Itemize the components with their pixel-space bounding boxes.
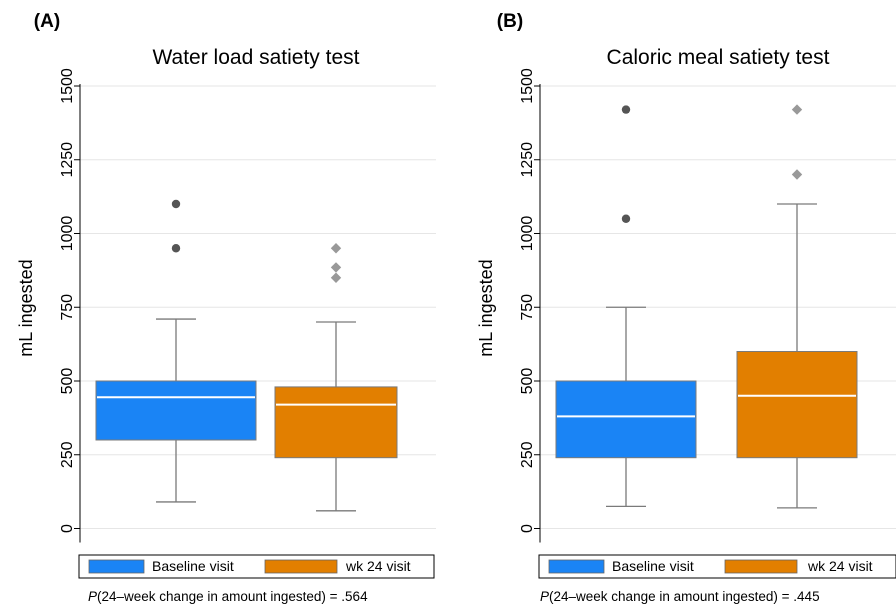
legend-label-baseline: Baseline visit <box>152 558 234 574</box>
y-tick-label: 750 <box>59 294 76 321</box>
chart-title: Water load satiety test <box>153 46 360 69</box>
y-tick-label: 250 <box>519 441 536 468</box>
y-tick-label: 0 <box>519 524 536 533</box>
legend-frame <box>78 554 435 579</box>
legend-label-wk24: wk 24 visit <box>345 558 411 574</box>
y-tick-label: 500 <box>519 368 536 395</box>
legend-swatch-baseline <box>548 559 605 574</box>
y-tick-label: 500 <box>59 368 76 395</box>
y-tick-label: 1500 <box>519 68 536 104</box>
y-tick-label: 1000 <box>519 216 536 252</box>
outlier-point <box>791 169 803 180</box>
legend-label-baseline: Baseline visit <box>612 558 694 574</box>
chart-panel-b: (B) Caloric meal satiety test 0 250 500 750 10… <box>476 11 896 604</box>
legend-swatch-baseline <box>88 559 145 574</box>
box-baseline <box>555 105 697 508</box>
iqr-box <box>736 351 858 459</box>
iqr-box <box>555 380 697 459</box>
legend: Baseline visit wk 24 visit <box>538 554 896 579</box>
outlier-point <box>621 214 631 223</box>
p-symbol: P <box>88 589 97 604</box>
y-tick-label: 1250 <box>59 142 76 178</box>
y-tick-label: 1250 <box>519 142 536 178</box>
chart-panel-a: (A) Water load satiety test 0 250 500 750 1000… <box>16 11 436 604</box>
p-value-annotation: P(24–week change in amount ingested) = .… <box>88 589 368 604</box>
legend-swatch-wk24 <box>724 559 798 574</box>
p-value-text: (24–week change in amount ingested) = .5… <box>97 589 368 604</box>
outlier-point <box>171 244 181 253</box>
y-tick-label: 250 <box>59 441 76 468</box>
panel-label: (A) <box>34 11 60 32</box>
y-tick-label: 1500 <box>59 68 76 104</box>
iqr-box <box>95 380 257 441</box>
outlier-point <box>621 105 631 114</box>
box-baseline <box>95 199 257 503</box>
outlier-point <box>330 262 342 273</box>
legend-swatch-wk24 <box>264 559 338 574</box>
outlier-point <box>791 104 803 115</box>
p-symbol: P <box>540 589 549 604</box>
legend-frame <box>538 554 896 579</box>
y-axis-label: mL ingested <box>476 259 496 356</box>
p-value-text: (24–week change in amount ingested) = .4… <box>549 589 820 604</box>
legend-label-wk24: wk 24 visit <box>807 558 873 574</box>
outlier-point <box>330 272 342 283</box>
box-wk24 <box>736 104 858 509</box>
legend: Baseline visit wk 24 visit <box>78 554 435 579</box>
p-value-annotation: P(24–week change in amount ingested) = .… <box>540 589 820 604</box>
chart-title: Caloric meal satiety test <box>607 46 830 69</box>
iqr-box <box>274 386 398 459</box>
outlier-point <box>330 243 342 254</box>
panel-label: (B) <box>497 11 523 32</box>
outlier-point <box>171 199 181 209</box>
box-wk24 <box>274 243 398 512</box>
y-tick-label: 750 <box>519 294 536 321</box>
y-axis-label: mL ingested <box>16 259 36 356</box>
y-tick-label: 0 <box>59 524 76 533</box>
y-tick-label: 1000 <box>59 216 76 252</box>
